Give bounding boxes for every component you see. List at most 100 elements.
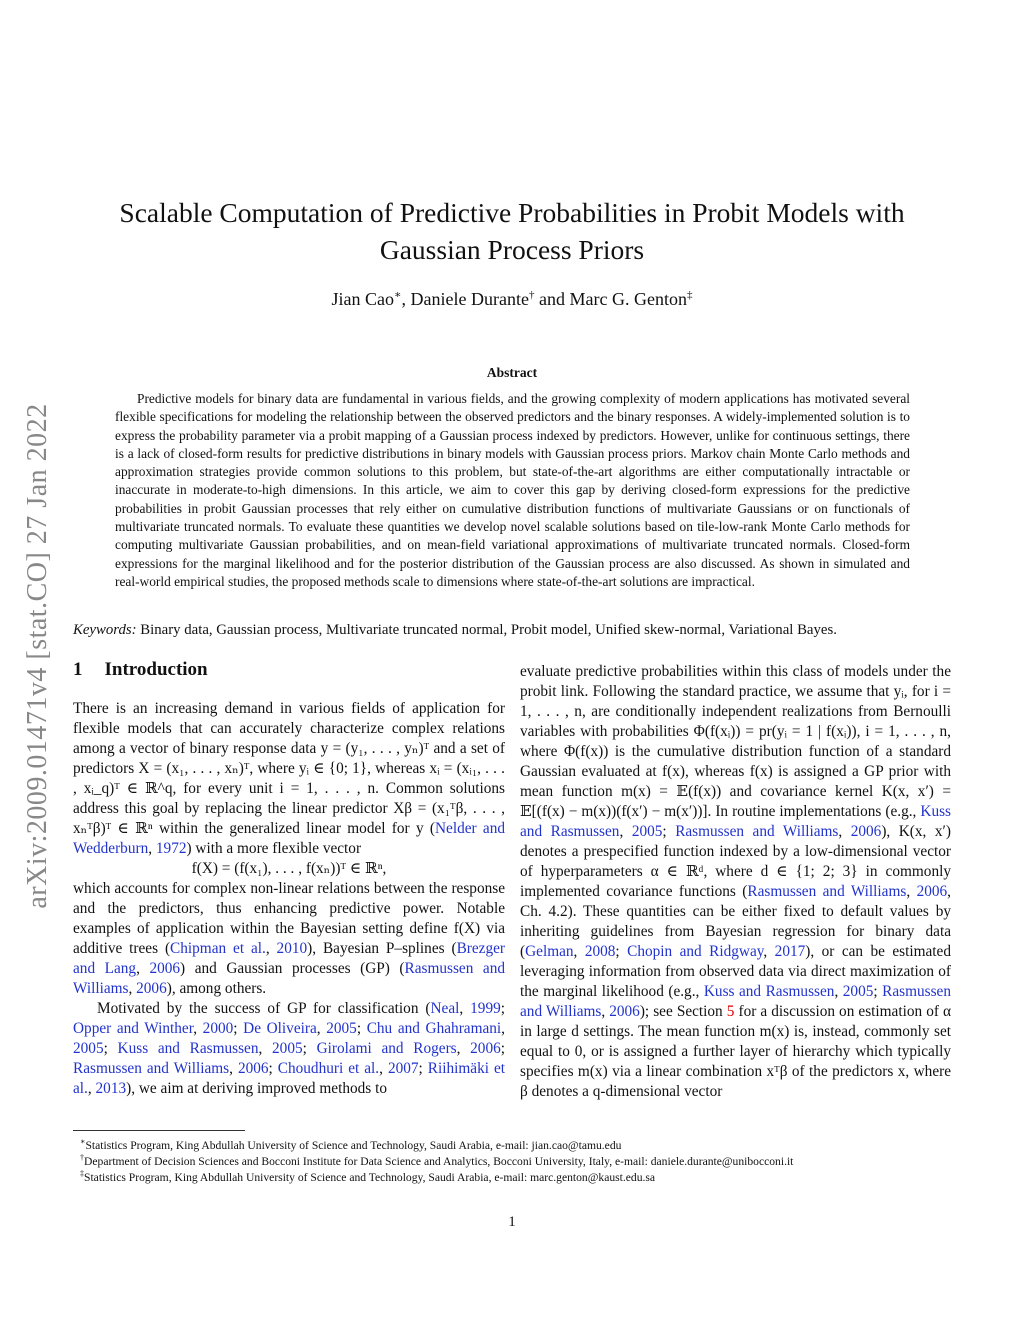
footnote-mark: ‡: [80, 1169, 84, 1178]
footnote-mark[interactable]: ∗: [394, 289, 402, 301]
keywords-list: Binary data, Gaussian process, Multivari…: [140, 622, 837, 638]
section-reference-link[interactable]: 5: [726, 1003, 735, 1020]
citation-link[interactable]: 2005: [73, 1040, 104, 1057]
text-run: ,: [128, 980, 137, 997]
citation-link[interactable]: Rasmussen and Williams: [747, 883, 907, 900]
citation-link[interactable]: 1999: [470, 1000, 501, 1017]
text-run: ), among others.: [166, 980, 267, 997]
text-run: ) with a more flexible vector: [186, 840, 362, 857]
citation-link[interactable]: Neal: [430, 1000, 460, 1017]
citation-link[interactable]: 2006: [149, 960, 181, 977]
text-run: ;: [356, 1020, 367, 1037]
citation-link[interactable]: 2013: [95, 1080, 127, 1097]
citation-link[interactable]: Gelman: [525, 943, 574, 960]
footnote-rule: [73, 1130, 245, 1131]
text-run: ;: [662, 823, 676, 840]
text-run: ,: [763, 943, 775, 960]
paragraph: Motivated by the success of GP for class…: [73, 999, 505, 1099]
footnote: ∗Statistics Program, King Abdullah Unive…: [80, 1134, 621, 1154]
text-run: ,: [148, 840, 156, 857]
text-run: ,: [193, 1020, 203, 1037]
text-run: ), we aim at deriving improved methods t…: [126, 1080, 387, 1097]
text-run: There is an increasing demand in various…: [73, 700, 505, 837]
citation-link[interactable]: 2006: [237, 1060, 269, 1077]
citation-link[interactable]: Chopin and Ridgway: [627, 943, 764, 960]
text-run: ;: [500, 1000, 505, 1017]
citation-link[interactable]: Kuss and Rasmussen: [520, 803, 951, 840]
author: Jian Cao∗,: [332, 289, 411, 309]
text-run: ,: [834, 983, 843, 1000]
text-run: which accounts for complex non-linear re…: [73, 880, 505, 957]
citation-link[interactable]: 2005: [631, 823, 663, 840]
text-run: ) and Gaussian processes (GP) (: [180, 960, 405, 977]
title-line-1: Scalable Computation of Predictive Proba…: [119, 197, 905, 228]
section-number: 1: [73, 659, 83, 680]
author-name: Daniele Durante: [410, 289, 529, 309]
citation-link[interactable]: Kuss and Rasmussen: [117, 1040, 259, 1057]
footnote-text: Statistics Program, King Abdullah Univer…: [85, 1138, 622, 1152]
citation-link[interactable]: Brezger and Lang: [73, 940, 505, 977]
citation-link[interactable]: Chu and Ghahramani: [366, 1020, 502, 1037]
text-run: , Ch. 4.2). These quantities can be eith…: [520, 883, 951, 960]
citation-link[interactable]: Opper and Winther: [73, 1020, 194, 1037]
citation-link[interactable]: 2000: [202, 1020, 234, 1037]
text-run: ,: [906, 883, 917, 900]
text-run: ,: [379, 1060, 388, 1077]
text-run: ;: [233, 1020, 244, 1037]
text-run: ,: [601, 1003, 610, 1020]
citation-link[interactable]: Choudhuri et al.: [277, 1060, 380, 1077]
citation-link[interactable]: Chipman et al.: [170, 940, 266, 957]
author-name: Jian Cao: [331, 289, 395, 309]
text-run: ;: [268, 1060, 278, 1077]
citation-link[interactable]: 2005: [842, 983, 874, 1000]
page-number: 1: [508, 1214, 516, 1230]
text-run: ,: [229, 1060, 238, 1077]
abstract-heading: Abstract: [486, 365, 538, 380]
citation-link[interactable]: De Oliveira: [243, 1020, 317, 1037]
citation-link[interactable]: 2010: [276, 940, 308, 957]
text-run: ); see Section: [639, 1003, 727, 1020]
text-run: evaluate predictive probabilities within…: [520, 663, 951, 820]
display-equation: f(X) = (f(x₁), . . . , f(xₙ))ᵀ ∈ ℝⁿ,: [191, 860, 387, 877]
footnote-mark[interactable]: ‡: [686, 289, 693, 301]
author-name: Marc G. Genton: [569, 289, 687, 309]
text-run: ,: [136, 960, 150, 977]
footnote: ‡Statistics Program, King Abdullah Unive…: [80, 1166, 655, 1186]
citation-link[interactable]: 2006: [916, 883, 948, 900]
text-run: ;: [302, 1040, 317, 1057]
footnote-text: Department of Decision Sciences and Bocc…: [84, 1154, 794, 1168]
citation-link[interactable]: Riihimäki et al.: [73, 1060, 506, 1097]
citation-link[interactable]: 2006: [609, 1003, 640, 1020]
text-run: ), K(x, x′) denotes a prespecified funct…: [520, 823, 951, 900]
section-heading: 1 Introduction: [73, 659, 208, 681]
text-run: for a discussion on estimation of α in l…: [520, 1003, 952, 1100]
author: Daniele Durante† and: [411, 289, 570, 309]
citation-link[interactable]: 2006: [470, 1040, 501, 1057]
citation-link[interactable]: Kuss and Rasmussen: [703, 983, 835, 1000]
paragraph: evaluate predictive probabilities within…: [520, 662, 951, 1102]
authors: Jian Cao∗, Daniele Durante† and Marc G. …: [0, 288, 1024, 310]
citation-link[interactable]: 2005: [326, 1020, 357, 1037]
paragraph: which accounts for complex non-linear re…: [73, 879, 505, 999]
citation-link[interactable]: 2017: [774, 943, 806, 960]
citation-link[interactable]: 2008: [584, 943, 616, 960]
citation-link[interactable]: 2007: [387, 1060, 419, 1077]
citation-link[interactable]: 2006: [136, 980, 167, 997]
citation-link[interactable]: Rasmussen and Williams: [520, 983, 951, 1020]
paper-title: Scalable Computation of Predictive Proba…: [60, 194, 964, 268]
citation-link[interactable]: 1972: [155, 840, 187, 857]
citation-link[interactable]: Rasmussen and Williams: [675, 823, 839, 840]
citation-link[interactable]: Rasmussen and Williams: [73, 960, 505, 997]
text-run: ,: [456, 1040, 471, 1057]
keywords-label: Keywords:: [73, 622, 137, 638]
citation-link[interactable]: Girolami and Rogers: [316, 1040, 457, 1057]
citation-link[interactable]: 2006: [850, 823, 882, 840]
citation-link[interactable]: Nelder and Wedderburn: [73, 820, 506, 857]
citation-link[interactable]: 2005: [272, 1040, 303, 1057]
footnote-mark[interactable]: †: [528, 289, 535, 301]
author-separator: ,: [401, 289, 411, 309]
citation-link[interactable]: Rasmussen and Williams: [73, 1060, 230, 1077]
text-run: ,: [459, 1000, 471, 1017]
footnote-text: Statistics Program, King Abdullah Univer…: [84, 1170, 656, 1184]
text-run: ), Bayesian P–splines (: [307, 940, 457, 957]
